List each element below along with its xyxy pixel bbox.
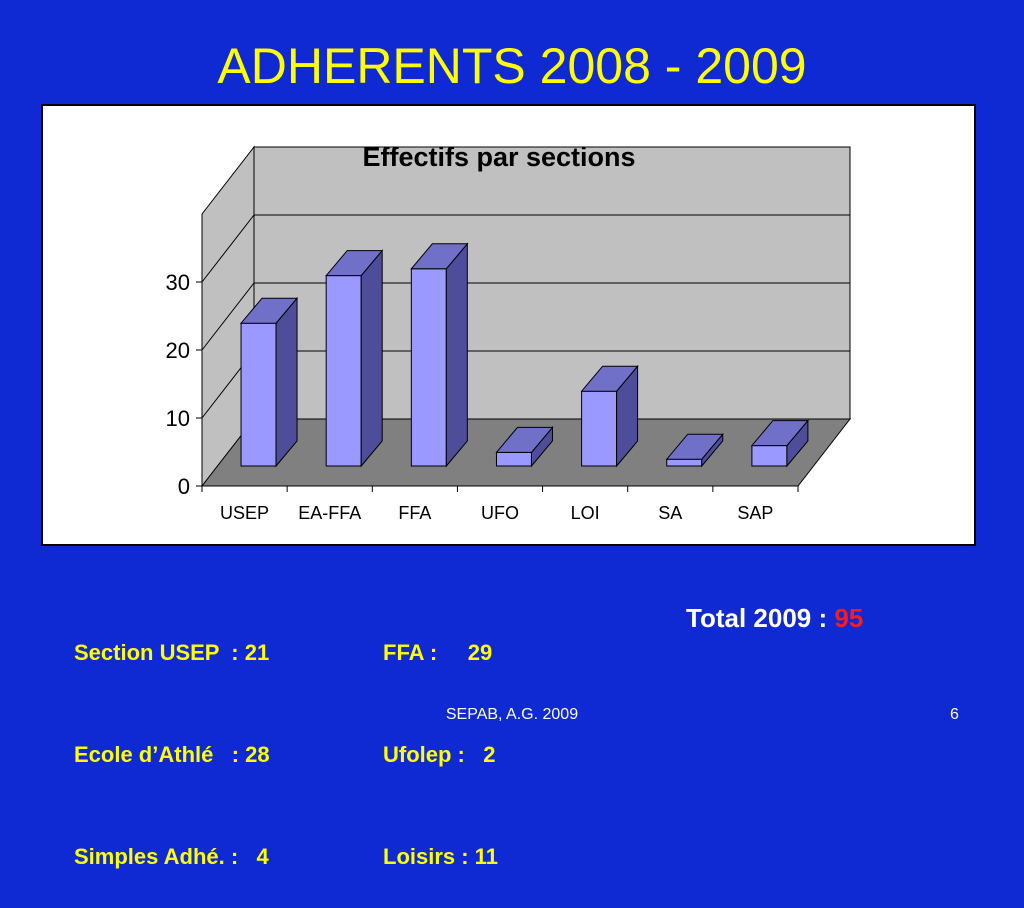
y-tick-label: 0 (178, 474, 190, 499)
bar-chart: 0 10 20 30 USEP EA-FFA FFA UFO LOI SA SAP Effectifs… (166, 142, 852, 523)
bar-front (410, 268, 447, 467)
chart-title: Effectifs par sections (362, 142, 635, 172)
chart-panel: 0 10 20 30 USEP EA-FFA FFA UFO LOI SA SAP Effectifs… (41, 104, 976, 546)
bar-front (666, 458, 703, 467)
x-tick-label: UFO (481, 503, 519, 523)
slide-title: ADHERENTS 2008 - 2009 (217, 38, 807, 94)
x-tick-label: SA (658, 503, 682, 523)
bar-top (495, 426, 554, 453)
total-value: 95 (834, 603, 864, 633)
stats-line: Ecole d’Athlé : 28 (74, 742, 270, 767)
bar-top (665, 433, 724, 460)
bar-top (410, 243, 469, 270)
bar-front (240, 322, 277, 467)
x-tick-label: USEP (220, 503, 269, 523)
stats-line: Ufolep : 2 (383, 742, 496, 767)
stats-left: Section USEP : 21 Ecole d’Athlé : 28 Sim… (74, 568, 270, 908)
stats-line: Section USEP : 21 (74, 640, 270, 665)
total-label: Total 2009 : (686, 603, 835, 633)
footer-text: SEPAB, A.G. 2009 (445, 706, 579, 723)
total-line: Total 2009 : 95 (686, 601, 863, 635)
bar-front (751, 445, 788, 467)
bar-front (495, 451, 532, 467)
page-number: 6 (950, 706, 959, 723)
stats-line: Loisirs : 11 (383, 844, 498, 869)
gridline (201, 282, 850, 351)
stats-line: Simples Adhé. : 4 (74, 844, 269, 869)
x-tick-label: EA-FFA (298, 503, 361, 523)
x-tick-label: LOI (571, 503, 600, 523)
y-tick-label: 30 (166, 270, 190, 295)
bar-front (325, 275, 362, 467)
bar-top (750, 420, 809, 447)
bar-side (275, 296, 298, 468)
bar-top (580, 365, 639, 392)
y-tick-label: 10 (166, 406, 190, 431)
x-tick-label: FFA (398, 503, 431, 523)
gridline (201, 214, 850, 283)
stats-line: FFA : 29 (383, 640, 493, 665)
x-tick-label: SAP (737, 503, 773, 523)
bar-front (581, 390, 618, 467)
bar-top (239, 297, 299, 324)
bar-top (325, 250, 384, 277)
bar-side (445, 242, 468, 468)
bar-side (360, 249, 383, 468)
stats-right: FFA : 29 Ufolep : 2 Loisirs : 11 (383, 568, 498, 908)
y-tick-label: 20 (166, 338, 190, 363)
